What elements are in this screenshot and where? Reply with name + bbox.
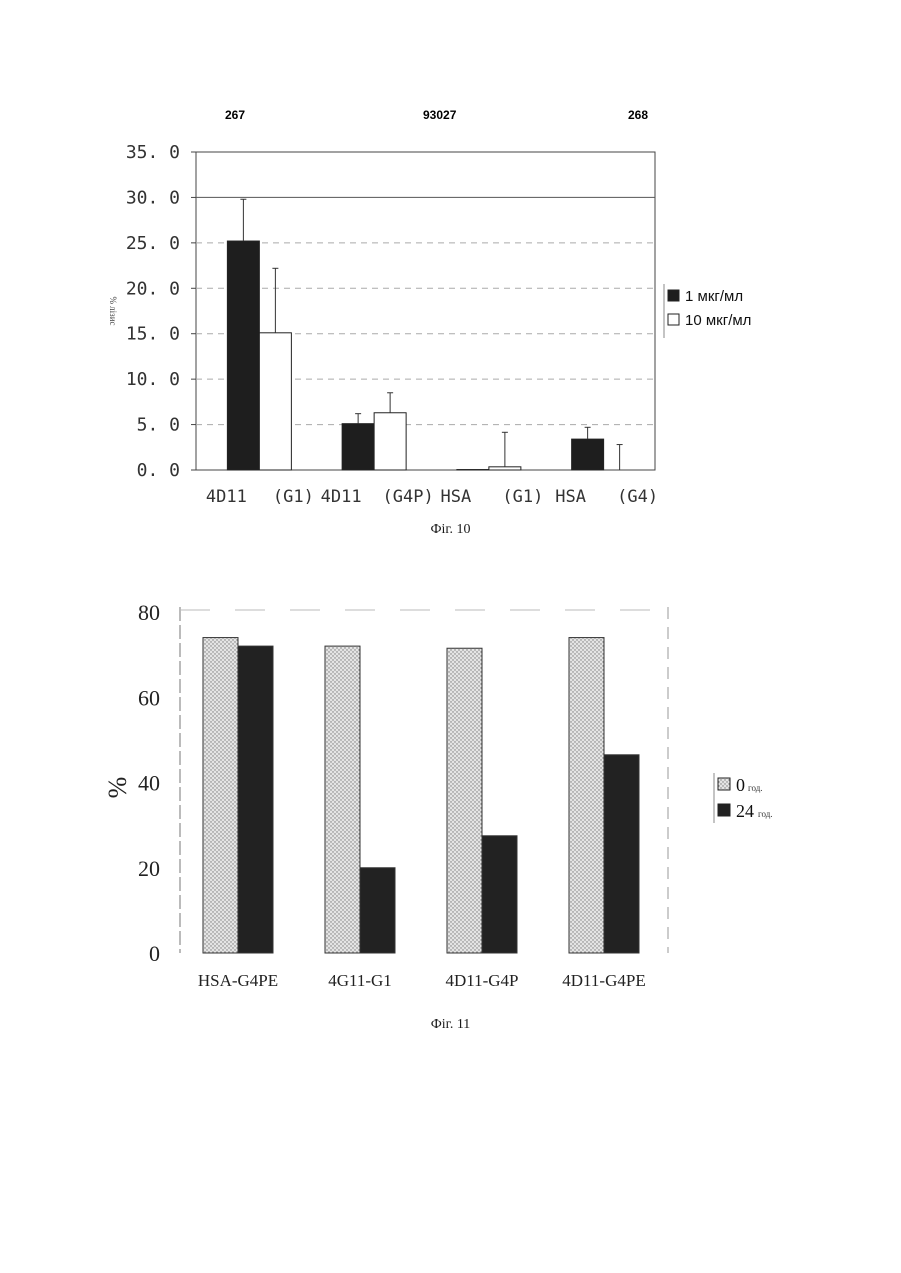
bar-10ug [259, 333, 291, 470]
x-tick-label: HSA [441, 487, 472, 507]
x-tick-label: HSA [555, 487, 586, 507]
y-tick-label: 35. 0 [126, 142, 180, 163]
figure-11-caption: Фіг. 11 [0, 1017, 901, 1033]
y-tick-label: 0. 0 [137, 460, 180, 481]
x-tick-label: (G4P) [383, 487, 434, 507]
x-tick-label: 4D11 [206, 487, 247, 507]
patent-number: 93027 [423, 108, 456, 122]
legend-label: 10 мкг/мл [685, 312, 751, 329]
bar-0h [203, 638, 238, 953]
y-tick-label: 15. 0 [126, 324, 180, 345]
bar-0h [569, 638, 604, 953]
x-tick-label: 4D11-G4P [445, 971, 518, 990]
legend-label: 0 [736, 775, 745, 795]
y-tick-label: 20. 0 [126, 278, 180, 299]
y-tick-label: 20 [138, 856, 160, 881]
y-tick-label: 80 [138, 600, 160, 625]
legend-label: 24 [736, 801, 754, 821]
y-tick-label: 10. 0 [126, 369, 180, 390]
x-tick-label: (G4) [617, 487, 658, 507]
y-tick-label: 25. 0 [126, 233, 180, 254]
y-axis-label: % лізис [108, 296, 118, 325]
legend-swatch-1ug [668, 290, 679, 301]
bar-10ug [489, 467, 521, 470]
legend-swatch-0h [718, 778, 730, 790]
legend-unit: год. [758, 809, 773, 819]
bar-0h [447, 648, 482, 953]
bar-1ug [227, 241, 259, 470]
bar-24h [360, 868, 395, 953]
figure-11-chart: 0 20 40 60 80% HSA-G4PE 4G11-G1 4D11-G4P 4D11-G4… [0, 595, 800, 1005]
legend-swatch-24h [718, 804, 730, 816]
bar-10ug [374, 413, 406, 470]
x-tick-label: HSA-G4PE [198, 971, 278, 990]
figure-10-caption: Фіг. 10 [0, 522, 901, 538]
figure-10-chart: 0. 0 5. 0 10. 0 15. 0 20. 0 25. 0 30. 0 35. 0 % … [0, 130, 800, 520]
bar-24h [604, 755, 639, 953]
bar-1ug [342, 424, 374, 470]
y-tick-label: 0 [149, 941, 160, 966]
y-tick-label: 40 [138, 771, 160, 796]
y-axis-label: % [103, 777, 132, 799]
legend-swatch-10ug [668, 314, 679, 325]
bar-24h [482, 836, 517, 953]
x-tick-label: 4D11-G4PE [562, 971, 645, 990]
x-tick-label: (G1) [273, 487, 314, 507]
bar-1ug [572, 439, 604, 470]
page-number-right: 268 [628, 108, 648, 122]
y-tick-label: 5. 0 [137, 415, 180, 436]
legend-unit: год. [748, 783, 763, 793]
x-tick-label: (G1) [502, 487, 543, 507]
page-number-left: 267 [225, 108, 245, 122]
legend-label: 1 мкг/мл [685, 288, 743, 305]
bar-24h [238, 646, 273, 953]
x-tick-label: 4D11 [321, 487, 362, 507]
y-tick-label: 30. 0 [126, 187, 180, 208]
y-tick-label: 60 [138, 685, 160, 710]
x-tick-label: 4G11-G1 [328, 971, 392, 990]
bar-0h [325, 646, 360, 953]
